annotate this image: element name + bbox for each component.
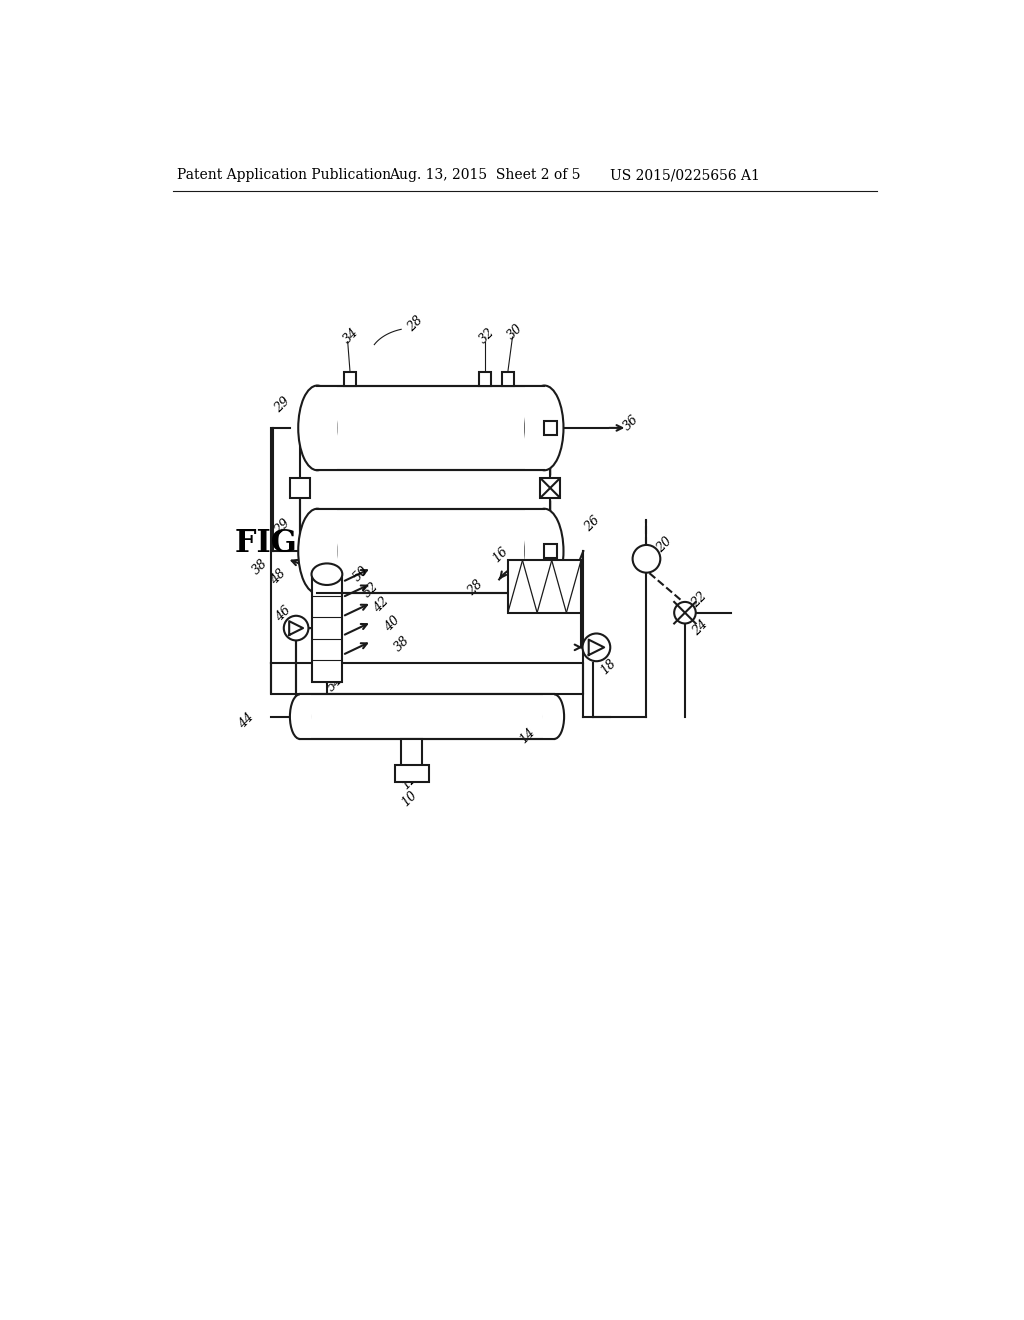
Text: 18: 18 bbox=[598, 656, 618, 677]
Text: 24: 24 bbox=[690, 618, 711, 639]
Ellipse shape bbox=[525, 385, 563, 470]
Text: 42: 42 bbox=[371, 595, 391, 615]
Bar bbox=[544, 694, 554, 739]
Bar bbox=[502, 372, 514, 385]
Text: FIG - 2: FIG - 2 bbox=[234, 528, 351, 558]
Text: Patent Application Publication: Patent Application Publication bbox=[177, 169, 391, 182]
Bar bbox=[508, 560, 581, 612]
Bar bbox=[541, 478, 560, 498]
Text: 12: 12 bbox=[399, 772, 420, 792]
Bar bbox=[394, 766, 429, 781]
Text: 46: 46 bbox=[272, 605, 293, 624]
Bar bbox=[478, 372, 490, 385]
Bar bbox=[317, 508, 337, 594]
Ellipse shape bbox=[290, 694, 310, 739]
Text: 50: 50 bbox=[350, 564, 371, 585]
Bar bbox=[524, 385, 545, 470]
Text: 48: 48 bbox=[268, 566, 289, 587]
Text: 34: 34 bbox=[341, 325, 361, 346]
Bar bbox=[317, 385, 545, 470]
Bar bbox=[317, 508, 545, 594]
Bar bbox=[344, 372, 356, 385]
Text: 14: 14 bbox=[517, 726, 538, 746]
Text: 20: 20 bbox=[654, 535, 675, 556]
Text: 28: 28 bbox=[465, 578, 485, 598]
Bar bbox=[400, 739, 422, 767]
Text: 36: 36 bbox=[621, 412, 641, 433]
Text: 26: 26 bbox=[583, 513, 603, 535]
Circle shape bbox=[583, 634, 610, 661]
Text: 32: 32 bbox=[477, 325, 498, 346]
Bar bbox=[317, 385, 337, 470]
Text: 22: 22 bbox=[688, 589, 709, 610]
Bar bbox=[545, 421, 557, 434]
Text: 38: 38 bbox=[391, 634, 412, 653]
Circle shape bbox=[674, 602, 695, 623]
Ellipse shape bbox=[298, 385, 336, 470]
Bar bbox=[300, 694, 554, 739]
Text: T: T bbox=[642, 552, 651, 565]
Circle shape bbox=[284, 615, 308, 640]
Text: 30: 30 bbox=[505, 321, 525, 342]
Text: 29: 29 bbox=[272, 516, 293, 537]
Text: 28: 28 bbox=[406, 314, 426, 334]
Circle shape bbox=[633, 545, 660, 573]
Ellipse shape bbox=[525, 508, 563, 594]
Text: 40: 40 bbox=[382, 614, 402, 635]
Ellipse shape bbox=[544, 694, 564, 739]
Text: 38: 38 bbox=[250, 556, 270, 577]
Text: 52: 52 bbox=[360, 579, 381, 599]
Ellipse shape bbox=[298, 508, 336, 594]
Text: 27: 27 bbox=[548, 433, 568, 454]
Bar bbox=[524, 508, 545, 594]
Ellipse shape bbox=[311, 564, 342, 585]
Text: 16: 16 bbox=[489, 545, 510, 565]
Text: US 2015/0225656 A1: US 2015/0225656 A1 bbox=[610, 169, 760, 182]
Text: 29: 29 bbox=[272, 395, 293, 414]
Bar bbox=[545, 544, 557, 558]
Text: Aug. 13, 2015  Sheet 2 of 5: Aug. 13, 2015 Sheet 2 of 5 bbox=[389, 169, 581, 182]
Bar bbox=[290, 478, 310, 498]
Text: 10: 10 bbox=[399, 789, 420, 809]
Bar bbox=[300, 694, 310, 739]
Bar bbox=[311, 574, 342, 682]
Text: 44: 44 bbox=[236, 710, 256, 731]
Text: 54: 54 bbox=[325, 673, 345, 694]
